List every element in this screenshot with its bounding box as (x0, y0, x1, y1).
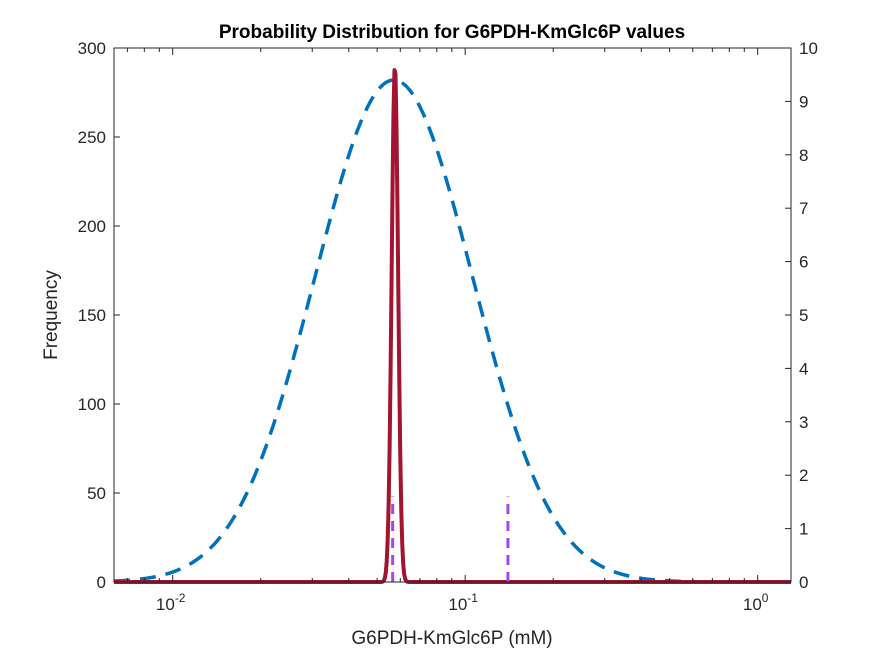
y2-tick-label: 9 (799, 92, 808, 111)
y-tick-label: 200 (78, 217, 106, 236)
tick-layer: 0 50 100 150 200 250 300 0 1 2 3 4 5 6 7 8 9 10 10-2 10-1 10… (78, 39, 818, 614)
y2-tick-label: 0 (799, 573, 808, 592)
marker-layer (391, 496, 510, 582)
x-tick-label: 10-2 (156, 591, 186, 614)
plot-area (114, 48, 791, 582)
y-tick-label: 50 (87, 484, 106, 503)
y-axis-label: Frequency (41, 270, 62, 360)
chart-title: Probability Distribution for G6PDH-KmGlc… (219, 22, 685, 43)
y-tick-label: 250 (78, 128, 106, 147)
y2-tick-label: 5 (799, 306, 808, 325)
y2-tick-label: 6 (799, 253, 808, 272)
y2-tick-label: 10 (799, 39, 818, 58)
y-tick-label: 150 (78, 306, 106, 325)
x-tick-label: 100 (743, 591, 769, 614)
y2-tick-label: 3 (799, 413, 808, 432)
y2-tick-label: 4 (799, 359, 808, 378)
y-tick-label: 0 (97, 573, 106, 592)
x-tick-label: 10-1 (448, 591, 478, 614)
y2-tick-label: 7 (799, 199, 808, 218)
y2-tick-label: 1 (799, 520, 808, 539)
y2-tick-label: 2 (799, 466, 808, 485)
x-axis-label: G6PDH-KmGlc6P (mM) (351, 628, 552, 649)
y-tick-label: 100 (78, 395, 106, 414)
y2-tick-label: 8 (799, 146, 808, 165)
y-tick-label: 300 (78, 39, 106, 58)
